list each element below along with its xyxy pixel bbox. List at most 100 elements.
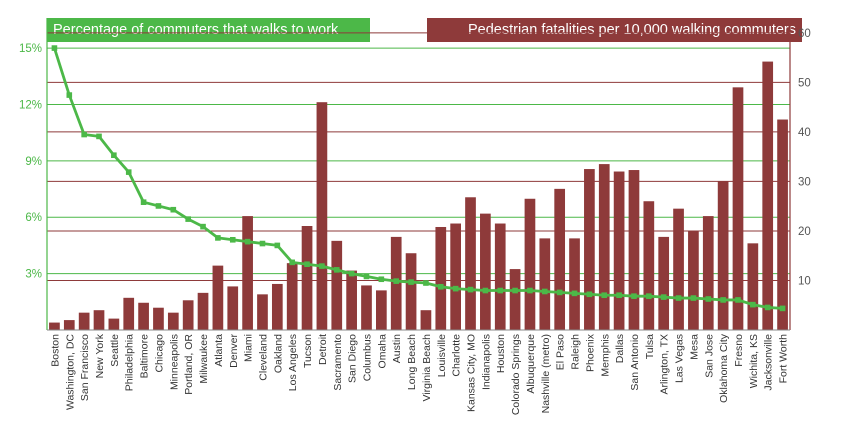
bar (361, 285, 372, 330)
category-label: Seattle (109, 334, 121, 367)
walk-point (452, 285, 459, 292)
walk-point (616, 292, 622, 299)
bar (316, 102, 328, 330)
category-label: Raleigh (570, 334, 582, 370)
category-label: Boston (49, 334, 61, 367)
category-label: Omaha (376, 334, 388, 369)
category-label: Kansas City, MO (466, 334, 478, 412)
bar (628, 170, 640, 330)
left-tick-label: 6% (25, 212, 42, 224)
bar (257, 294, 268, 330)
category-label: Washington, DC (64, 334, 76, 410)
walk-point (556, 289, 563, 296)
walk-point (660, 294, 667, 300)
category-label: Las Vegas (674, 334, 686, 383)
category-label: Mesa (688, 334, 700, 360)
category-label: Memphis (599, 334, 611, 377)
category-label: Portland, OR (183, 334, 195, 395)
category-label: Phoenix (584, 333, 596, 372)
category-label: El Paso (555, 334, 567, 370)
bar (435, 226, 447, 330)
walk-point (393, 278, 400, 284)
category-label: Chicago (153, 334, 165, 373)
category-label: Milwaukee (198, 334, 210, 384)
category-label: Atlanta (213, 334, 225, 367)
category-label: Charlotte (451, 334, 463, 377)
category-label: Houston (495, 334, 507, 373)
walk-point (705, 296, 712, 302)
walk-point (81, 131, 87, 138)
category-label: Colorado Springs (510, 334, 522, 415)
bar (138, 302, 149, 330)
right-tick-label: 10 (798, 275, 811, 287)
bar (182, 300, 194, 330)
walk-point (735, 297, 741, 303)
walk-point (348, 270, 355, 277)
bar (167, 312, 179, 330)
bar (598, 164, 610, 330)
walk-point (512, 287, 518, 294)
walk-point (244, 238, 251, 245)
bar (673, 208, 684, 330)
bar (420, 310, 432, 330)
walk-point (155, 203, 162, 209)
category-label: Fort Worth (778, 334, 790, 384)
walk-point (482, 287, 489, 294)
bar (271, 283, 283, 330)
bar (212, 265, 224, 330)
bar (762, 61, 774, 330)
bar (658, 236, 670, 330)
bars (49, 61, 788, 331)
bar (405, 253, 417, 330)
walk-point (333, 267, 340, 273)
walk-point (467, 286, 474, 293)
category-label: San Jose (703, 334, 715, 378)
bar (78, 312, 90, 330)
walk-point (690, 295, 697, 301)
walk-point (408, 279, 414, 285)
bar (569, 238, 580, 330)
bar (732, 87, 744, 330)
bar (747, 243, 759, 330)
category-label: Virginia Beach (421, 334, 433, 402)
right-tick-label: 60 (798, 28, 811, 40)
walk-point (631, 293, 637, 299)
category-label: Los Angeles (287, 334, 299, 391)
walk-point (111, 152, 117, 159)
walk-point (437, 283, 444, 290)
bar (613, 171, 625, 330)
bar (717, 181, 729, 330)
category-label: Detroit (317, 334, 329, 365)
category-label: Oakland (272, 334, 284, 373)
bar (480, 213, 491, 330)
walk-point (764, 304, 771, 311)
category-label: Austin (391, 334, 403, 363)
category-label: New York (94, 333, 106, 378)
bar (584, 169, 595, 330)
walk-point (601, 292, 608, 299)
bar (242, 216, 253, 330)
category-label: Denver (228, 334, 240, 368)
left-tick-label: 9% (25, 156, 42, 168)
category-label: San Antonio (629, 334, 641, 391)
axes: 3% 6% 9% 12% 15% 10 20 30 40 50 60 (19, 18, 811, 331)
category-label: Philadelphia (124, 334, 136, 391)
category-label: Columbus (361, 334, 373, 381)
bar (509, 269, 521, 330)
category-label: Fresno (733, 334, 745, 367)
left-axis-title: Percentage of commuters that walks to wo… (47, 18, 370, 42)
walk-point (542, 288, 548, 295)
category-label: San Diego (347, 334, 359, 383)
walk-point (423, 280, 429, 286)
category-label: Miami (243, 334, 255, 362)
walk-point (185, 216, 191, 222)
bar (153, 307, 164, 330)
walk-point (125, 169, 132, 175)
bar (450, 223, 461, 330)
left-tick-label: 3% (25, 269, 42, 281)
right-tick-label: 40 (798, 127, 811, 139)
right-tick-label: 50 (798, 77, 811, 89)
walk-percentage-line (51, 45, 786, 312)
walk-point (96, 133, 102, 140)
